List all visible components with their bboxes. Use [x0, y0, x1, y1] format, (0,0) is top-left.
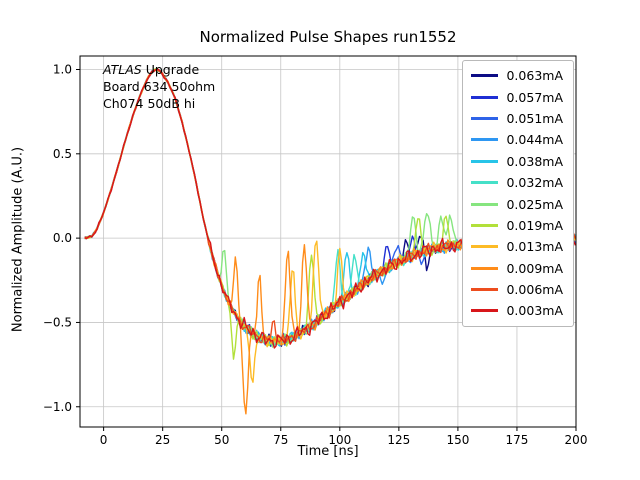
legend-label: 0.006mA [506, 282, 563, 298]
x-tick-label: 75 [273, 433, 288, 447]
legend-line-sample [471, 95, 499, 99]
legend: 0.063mA 0.057mA 0.051mA 0.044mA 0.038mA 0.032… [462, 60, 574, 327]
legend-line-sample [471, 159, 499, 163]
legend-item: 0.057mA [471, 86, 563, 107]
legend-item: 0.063mA [471, 65, 563, 86]
legend-item: 0.025mA [471, 193, 563, 214]
y-tick-label: 1.0 [53, 62, 72, 76]
legend-item: 0.044mA [471, 129, 563, 150]
legend-line-sample [471, 223, 499, 227]
legend-line-sample [471, 116, 499, 120]
x-tick-label: 150 [446, 433, 469, 447]
legend-line-sample [471, 245, 499, 249]
y-tick-label: −0.5 [43, 315, 72, 329]
legend-line-sample [471, 288, 499, 292]
chart-title: Normalized Pulse Shapes run1552 [199, 28, 457, 46]
x-tick-label: 0 [100, 433, 108, 447]
legend-label: 0.051mA [506, 110, 563, 126]
legend-label: 0.019mA [506, 217, 563, 233]
axes-frame [79, 55, 577, 428]
legend-item: 0.032mA [471, 172, 563, 193]
legend-label: 0.009mA [506, 260, 563, 276]
x-tick-label: 50 [214, 433, 229, 447]
x-tick-label: 100 [328, 433, 351, 447]
annotation-board: Board 634 50ohm [103, 79, 216, 94]
annotation-channel: Ch074 50dB hi [103, 96, 196, 111]
legend-label: 0.044mA [506, 132, 563, 148]
legend-line-sample [471, 74, 499, 78]
legend-item: 0.019mA [471, 215, 563, 236]
y-tick-label: −1.0 [43, 400, 72, 414]
legend-label: 0.013mA [506, 239, 563, 255]
x-tick-label: 200 [565, 433, 588, 447]
legend-item: 0.003mA [471, 300, 563, 321]
annotation-atlas: ATLAS [103, 62, 142, 77]
annotation-upgrade: Upgrade [141, 62, 200, 77]
annotation: ATLAS Upgrade Board 634 50ohm Ch074 50dB… [103, 61, 215, 112]
legend-item: 0.009mA [471, 258, 563, 279]
x-tick-label: 25 [155, 433, 170, 447]
legend-label: 0.063mA [506, 68, 563, 84]
legend-line-sample [471, 266, 499, 270]
axis-ticks: 0 25 50 75 100 125 150 175 200 −1.0 −0.5 0.0 0.5 1.0 [43, 62, 588, 447]
y-tick-label: 0.5 [53, 147, 72, 161]
y-axis-label: Normalized Amplitude (A.U.) [10, 146, 26, 333]
legend-item: 0.006mA [471, 279, 563, 300]
x-tick-label: 125 [387, 433, 410, 447]
x-axis-label: Time [ns] [297, 444, 359, 459]
legend-line-sample [471, 138, 499, 142]
legend-item: 0.038mA [471, 151, 563, 172]
legend-label: 0.003mA [506, 303, 563, 319]
legend-item: 0.051mA [471, 108, 563, 129]
legend-line-sample [471, 309, 499, 313]
legend-label: 0.057mA [506, 89, 563, 105]
legend-label: 0.032mA [506, 175, 563, 191]
legend-line-sample [471, 202, 499, 206]
y-tick-label: 0.0 [53, 231, 72, 245]
legend-line-sample [471, 181, 499, 185]
legend-label: 0.038mA [506, 153, 563, 169]
annotation-line-1: ATLAS Upgrade [103, 61, 215, 78]
legend-item: 0.013mA [471, 236, 563, 257]
legend-label: 0.025mA [506, 196, 563, 212]
x-tick-label: 175 [505, 433, 528, 447]
